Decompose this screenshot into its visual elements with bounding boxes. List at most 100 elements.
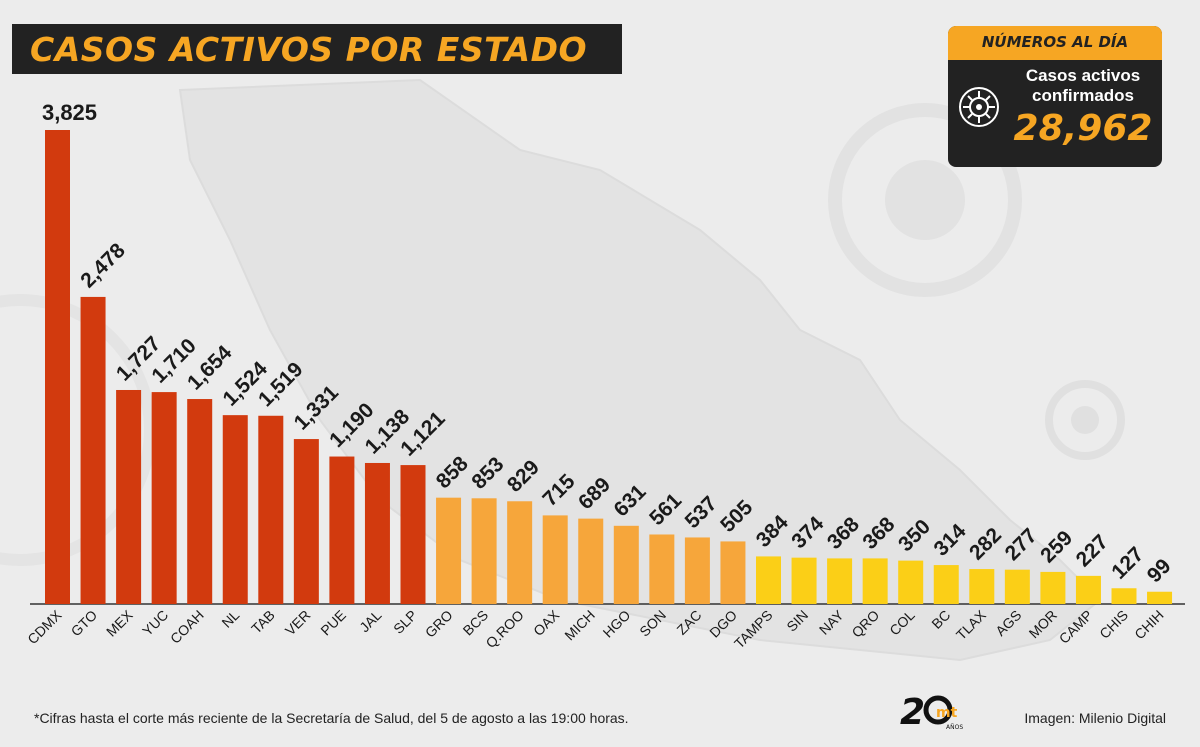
value-label: 631: [610, 480, 651, 521]
value-label: 537: [681, 492, 722, 533]
category-label: MOR: [1026, 607, 1060, 641]
value-label: 282: [965, 524, 1006, 565]
svg-text:mt: mt: [936, 705, 958, 721]
category-label: CDMX: [24, 606, 65, 647]
category-label: SON: [636, 607, 669, 640]
category-label: SLP: [390, 607, 420, 637]
value-label: 350: [894, 515, 935, 556]
category-label: AGS: [992, 607, 1024, 639]
value-label: 853: [467, 453, 508, 494]
kpi-label: Casos activos confirmados: [1010, 66, 1156, 106]
bar-gro: [436, 497, 462, 604]
title-banner: CASOS ACTIVOS POR ESTADO: [12, 24, 622, 74]
bar-tlax: [969, 569, 995, 604]
bar-nay: [827, 558, 853, 604]
category-label: JAL: [356, 607, 385, 636]
bar-mex: [116, 389, 142, 604]
category-label: MICH: [561, 607, 598, 644]
bar-jal: [364, 462, 390, 604]
bar-ver: [293, 439, 319, 604]
category-label: TAB: [248, 607, 278, 637]
value-label: 2,478: [76, 239, 130, 293]
category-label: COL: [886, 607, 918, 639]
category-label: QRO: [848, 607, 882, 641]
bar-hgo: [613, 525, 639, 604]
value-label: 277: [1001, 524, 1042, 565]
value-label: 368: [858, 513, 899, 554]
value-label: 227: [1072, 530, 1113, 571]
category-label: CHIS: [1096, 607, 1131, 642]
bar-chih: [1147, 591, 1173, 604]
category-label: CAMP: [1056, 607, 1096, 647]
value-label: 259: [1036, 526, 1077, 567]
category-label: SIN: [783, 607, 811, 635]
category-label: MEX: [103, 606, 136, 639]
category-label: OAX: [530, 606, 563, 639]
category-label: NL: [218, 607, 242, 631]
value-label: 858: [432, 452, 473, 493]
kpi-label-line1: Casos activos: [1025, 66, 1141, 85]
chart-title: CASOS ACTIVOS POR ESTADO: [30, 30, 588, 69]
value-label: 561: [645, 489, 686, 530]
value-label: 689: [574, 473, 615, 514]
bar-mor: [1040, 571, 1066, 604]
value-label: 3,825: [42, 100, 97, 125]
bar-camp: [1075, 575, 1101, 604]
category-label: GRO: [422, 607, 456, 641]
bar-oax: [542, 515, 568, 604]
bar-zac: [684, 537, 710, 604]
bar-mich: [578, 518, 604, 604]
category-label: VER: [282, 607, 314, 639]
category-label: HGO: [600, 607, 634, 641]
milenio-20-logo: 2 mt AÑOS: [900, 692, 963, 733]
svg-text:2: 2: [900, 692, 925, 733]
kpi-header: NÚMEROS AL DÍA: [948, 26, 1162, 60]
bar-gto: [80, 296, 106, 604]
value-label: 715: [538, 470, 579, 511]
kpi-value: 28,962: [1013, 108, 1153, 149]
bar-bc: [933, 565, 959, 604]
category-label: TLAX: [953, 606, 990, 643]
bar-son: [649, 534, 675, 604]
category-label: CHIH: [1131, 607, 1167, 643]
bar-tab: [258, 415, 284, 604]
value-label: 374: [787, 512, 828, 553]
category-label: YUC: [139, 607, 171, 639]
bar-tamps: [756, 556, 781, 604]
svg-text:AÑOS: AÑOS: [946, 724, 963, 731]
value-label: 314: [930, 519, 971, 560]
category-label: ZAC: [673, 607, 704, 638]
bar-chis: [1111, 588, 1137, 604]
bar-nl: [222, 415, 248, 604]
bar-cdmx: [45, 130, 70, 604]
bar-qroo: [507, 501, 533, 604]
kpi-card: NÚMEROS AL DÍA Casos activos confirmados…: [948, 26, 1162, 167]
bar-ags: [1004, 569, 1030, 604]
footnote: *Cifras hasta el corte más reciente de l…: [34, 710, 629, 726]
category-label: PUE: [317, 607, 349, 639]
kpi-header-text: NÚMEROS AL DÍA: [981, 33, 1129, 51]
bar-col: [898, 560, 924, 604]
category-label: BC: [928, 607, 953, 632]
bar-slp: [400, 465, 426, 604]
virus-icon: [959, 87, 999, 127]
bar-dgo: [720, 541, 746, 604]
bar-yuc: [151, 392, 177, 604]
category-label: Q.ROO: [482, 607, 526, 651]
value-label: 829: [503, 456, 544, 497]
bar-pue: [329, 456, 355, 604]
image-credit: Imagen: Milenio Digital: [1024, 710, 1166, 726]
bar-sin: [791, 557, 817, 604]
bar-bcs: [471, 498, 497, 604]
value-label: 384: [752, 511, 793, 552]
category-label: BCS: [460, 607, 492, 639]
category-label: GTO: [68, 607, 101, 640]
value-label: 505: [716, 496, 757, 537]
category-label: TAMPS: [731, 607, 776, 652]
bar-coah: [187, 399, 213, 604]
category-label: COAH: [167, 607, 207, 647]
value-label: 127: [1107, 543, 1148, 584]
value-label: 368: [823, 513, 864, 554]
bar-qro: [862, 558, 888, 604]
